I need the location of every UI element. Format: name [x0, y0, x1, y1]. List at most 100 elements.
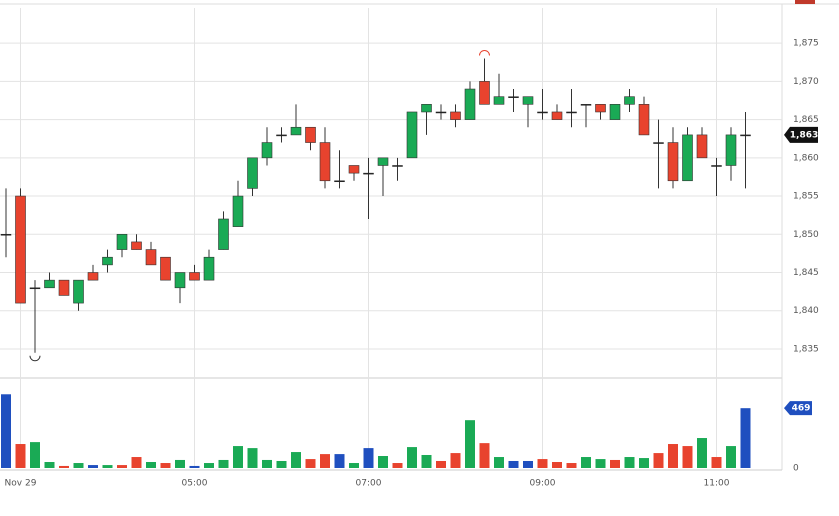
- candle-body: [363, 172, 374, 175]
- candle-body: [522, 96, 534, 105]
- volume-bar: [233, 446, 243, 468]
- candle-body: [696, 134, 708, 159]
- candle-body: [624, 96, 635, 105]
- candle-body: [145, 249, 157, 266]
- volume-bar: [465, 420, 475, 468]
- candle-body: [334, 180, 345, 183]
- candle-body: [740, 134, 751, 137]
- volume-bar: [88, 465, 98, 468]
- candle-body: [537, 111, 548, 114]
- candle-body: [551, 111, 563, 120]
- candle-body: [174, 272, 186, 289]
- volume-bar: [697, 438, 707, 468]
- volume-bar: [610, 459, 620, 468]
- x-tick-label: Nov 29: [5, 479, 37, 489]
- volume-bar: [392, 463, 403, 468]
- volume-bar: [378, 456, 388, 468]
- candle-body: [421, 104, 432, 113]
- candle-body: [667, 142, 679, 182]
- volume-bar: [30, 442, 40, 468]
- candle-body: [102, 256, 113, 266]
- y-tick-label: 1,845: [793, 268, 819, 278]
- volume-bar: [494, 457, 504, 468]
- volume-bar: [363, 448, 374, 468]
- candle-body: [377, 157, 389, 166]
- volume-bar: [421, 454, 432, 468]
- volume-bar: [102, 465, 113, 468]
- volume-bar: [320, 454, 330, 468]
- candle-body: [508, 96, 519, 98]
- candle-body: [406, 111, 418, 159]
- candle-body: [464, 88, 476, 120]
- volume-bar: [131, 457, 142, 468]
- low-marker: [29, 355, 41, 362]
- candle-body: [319, 142, 331, 182]
- candle-body: [131, 241, 142, 250]
- candle-body: [566, 111, 577, 114]
- volume-bar: [334, 454, 345, 468]
- candle-body: [479, 81, 490, 105]
- volume-bar: [407, 447, 417, 468]
- last-price-tag: [784, 126, 818, 143]
- candle-body: [725, 134, 737, 166]
- y-tick-label: 1,870: [793, 77, 819, 87]
- volume-bar: [189, 465, 200, 468]
- volume-bar: [262, 459, 272, 468]
- volume-bar: [73, 463, 84, 468]
- candle-body: [638, 104, 650, 136]
- volume-bar: [581, 457, 591, 468]
- volume-bar: [160, 463, 171, 468]
- candle-body: [15, 195, 26, 304]
- candle-body: [160, 256, 171, 281]
- volume-bar: [711, 457, 722, 468]
- y-tick-label: 1,860: [793, 153, 819, 163]
- candle-body: [218, 218, 229, 250]
- volume-bar: [146, 462, 156, 468]
- candle-body: [261, 142, 273, 159]
- volume-bar: [59, 465, 69, 468]
- volume-bar: [349, 463, 359, 468]
- candle-body: [493, 96, 505, 105]
- volume-bar: [653, 453, 664, 468]
- candle-body: [116, 233, 128, 250]
- volume-bar: [552, 462, 562, 468]
- volume-bar: [537, 459, 548, 468]
- candle-body: [435, 111, 447, 114]
- candle-body: [305, 126, 316, 143]
- volume-bar: [276, 460, 287, 468]
- candle-body: [450, 111, 461, 120]
- volume-bar: [624, 457, 635, 468]
- x-tick-label: 09:00: [530, 479, 556, 489]
- volume-bar: [175, 459, 185, 468]
- volume-bar: [291, 452, 301, 468]
- volume-bar: [247, 448, 258, 468]
- volume-bar: [15, 444, 26, 468]
- volume-bar: [479, 443, 490, 468]
- y-tick-label: 1,850: [793, 230, 819, 240]
- volume-bar: [740, 408, 751, 468]
- candle-body: [29, 287, 41, 290]
- volume-bar: [566, 463, 577, 468]
- x-tick-label: 11:00: [704, 479, 730, 489]
- candle-body: [232, 195, 244, 227]
- candle-body: [290, 126, 302, 136]
- volume-bar: [436, 460, 446, 468]
- y-tick-label: 1,835: [793, 344, 819, 354]
- candle-body: [203, 256, 215, 281]
- candle-body: [580, 104, 592, 106]
- volume-bar: [204, 463, 214, 468]
- candle-body: [595, 104, 606, 113]
- candle-body: [0, 234, 12, 236]
- candle-body: [58, 279, 70, 296]
- candle-body: [276, 134, 287, 137]
- y-tick-label: 1,865: [793, 115, 819, 125]
- y-tick-label: 1,840: [793, 306, 819, 316]
- candle-body: [73, 279, 84, 304]
- candle-body: [348, 165, 360, 174]
- last-price-label: 1,863: [790, 130, 818, 140]
- candle-body: [87, 272, 99, 281]
- volume-bar: [682, 446, 693, 468]
- volume-bar: [305, 459, 316, 468]
- candle-body: [711, 165, 722, 167]
- volume-bar: [1, 394, 11, 468]
